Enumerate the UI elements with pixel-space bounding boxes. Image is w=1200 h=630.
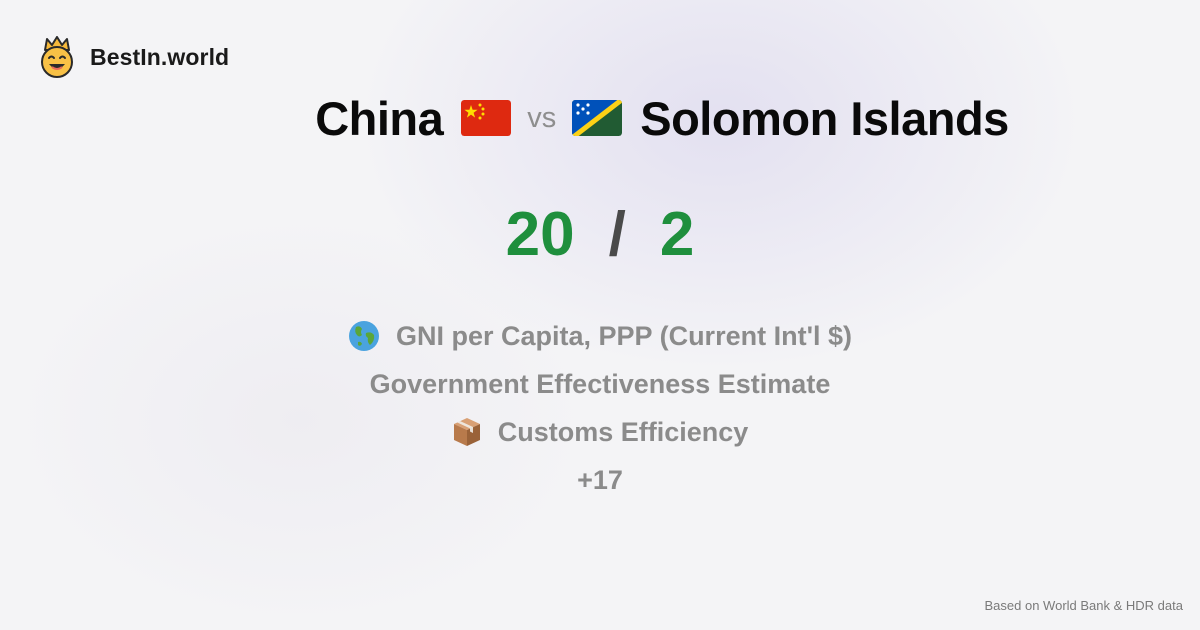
vs-label: vs — [527, 101, 557, 134]
comparison-title: China vs Solomon Islands — [0, 88, 1200, 148]
metrics-list: GNI per Capita, PPP (Current Int'l $) Go… — [0, 312, 1200, 504]
brand-name: BestIn.world — [90, 43, 230, 70]
brand-logo-link[interactable]: BestIn.world — [38, 36, 229, 78]
score-summary: 20 / 2 — [0, 196, 1200, 272]
more-metrics-count: +17 — [577, 464, 623, 495]
country-a-name[interactable]: China — [315, 91, 444, 145]
score-separator: / — [608, 199, 626, 269]
metric-label: Government Effectiveness Estimate — [369, 368, 831, 399]
data-source-note: Based on World Bank & HDR data — [984, 598, 1183, 613]
china-flag-icon — [461, 100, 512, 136]
metric-label: Customs Efficiency — [497, 416, 749, 447]
score-a: 20 — [505, 199, 575, 269]
package-icon — [453, 418, 480, 446]
smiling-crown-face-icon — [41, 36, 73, 78]
metric-item-customs-efficiency[interactable]: Customs Efficiency — [0, 408, 1200, 456]
score-b: 2 — [659, 199, 695, 269]
more-metrics-link[interactable]: +17 — [0, 456, 1200, 504]
metric-item-gni[interactable]: GNI per Capita, PPP (Current Int'l $) — [0, 312, 1200, 360]
solomon-islands-flag-icon — [572, 100, 623, 136]
globe-icon — [349, 321, 379, 351]
country-b-name[interactable]: Solomon Islands — [640, 91, 1009, 145]
metric-label: GNI per Capita, PPP (Current Int'l $) — [396, 320, 852, 351]
metric-item-government-effectiveness[interactable]: Government Effectiveness Estimate — [0, 360, 1200, 408]
